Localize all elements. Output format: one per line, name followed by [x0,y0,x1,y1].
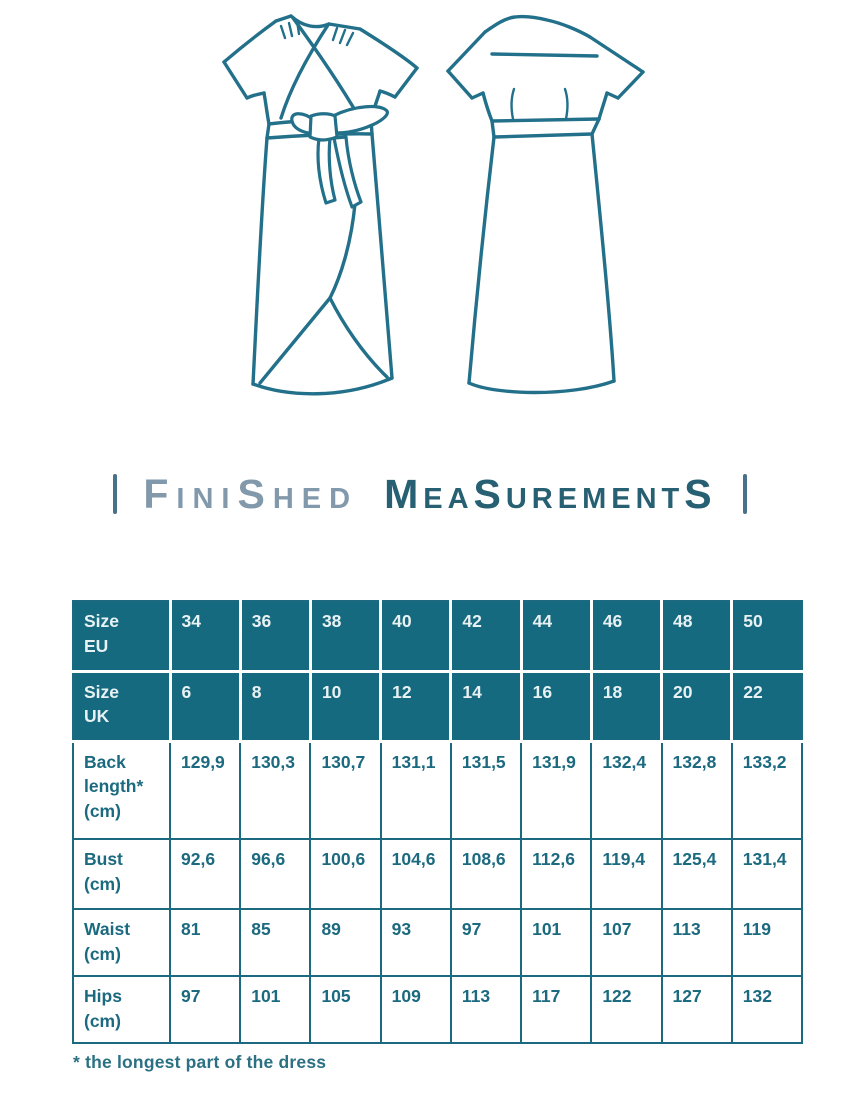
value-cell: 22 [731,671,802,743]
row-label: Size UK [73,671,172,743]
value-cell: 20 [661,671,734,743]
value-cell: 97 [449,908,523,977]
row-label: Waist (cm) [72,908,171,977]
value-cell: 119 [730,908,804,977]
value-cell: 100,6 [309,838,382,910]
table-row: Size UK 6 8 10 12 14 16 18 20 22 [73,671,802,743]
heading-bar-left [113,474,118,514]
row-label: Size EU [73,601,172,673]
value-cell: 132,8 [660,740,733,840]
value-cell: 48 [661,601,734,673]
value-cell: 36 [240,601,312,673]
value-cell: 46 [591,601,664,673]
value-cell: 132 [730,975,804,1044]
value-cell: 10 [310,671,383,743]
value-cell: 12 [380,671,453,743]
value-cell: 131,1 [379,740,452,840]
table-row: Waist (cm) 81 85 89 93 97 101 107 113 119 [72,908,804,977]
value-cell: 113 [449,975,523,1044]
value-cell: 42 [450,601,523,673]
value-cell: 18 [591,671,664,743]
table-row: Size EU 34 36 38 40 42 44 46 48 50 [73,601,802,673]
value-cell: 105 [309,975,382,1044]
row-label: Back length* (cm) [72,740,171,840]
value-cell: 96,6 [239,838,312,910]
value-cell: 130,7 [309,740,382,840]
footnote: * the longest part of the dress [73,1052,327,1072]
value-cell: 127 [660,975,733,1044]
back-dress-illustration [446,14,645,395]
value-cell: 131,5 [449,740,523,840]
table-row: Bust (cm) 92,6 96,6 100,6 104,6 108,6 112,6 119… [72,838,804,910]
value-cell: 6 [170,671,242,743]
row-label: Bust (cm) [72,838,171,910]
value-cell: 122 [590,975,663,1044]
measurements-table-body: Size EU 34 36 38 40 42 44 46 48 50 Size UK 6 8 10 12 14… [72,601,804,1044]
value-cell: 93 [379,908,452,977]
value-cell: 101 [239,975,312,1044]
value-cell: 112,6 [520,838,593,910]
heading-word-measurements: MeaSurementS [384,470,717,517]
value-cell: 101 [520,908,593,977]
table-row: Back length* (cm) 129,9 130,3 130,7 131,1 131… [72,740,804,840]
value-cell: 34 [170,601,242,673]
value-cell: 113 [660,908,733,977]
value-cell: 107 [590,908,663,977]
value-cell: 125,4 [660,838,733,910]
front-dress-illustration [222,14,419,396]
value-cell: 92,6 [168,838,242,910]
value-cell: 104,6 [379,838,452,910]
value-cell: 50 [731,601,802,673]
value-cell: 44 [521,601,593,673]
value-cell: 130,3 [239,740,312,840]
value-cell: 8 [240,671,312,743]
heading-bar-right [742,474,747,514]
value-cell: 132,4 [590,740,663,840]
heading-word-finished: FiniShed [143,470,359,517]
value-cell: 133,2 [730,740,804,840]
value-cell: 14 [450,671,523,743]
value-cell: 131,4 [730,838,804,910]
value-cell: 89 [309,908,382,977]
value-cell: 16 [521,671,593,743]
value-cell: 117 [520,975,593,1044]
value-cell: 108,6 [449,838,523,910]
row-label: Hips (cm) [72,975,171,1044]
value-cell: 131,9 [520,740,593,840]
value-cell: 109 [379,975,452,1044]
value-cell: 40 [380,601,453,673]
value-cell: 85 [239,908,312,977]
value-cell: 97 [168,975,242,1044]
section-heading: FiniShed MeaSurementS [0,462,860,526]
value-cell: 81 [168,908,242,977]
measurements-table: Size EU 34 36 38 40 42 44 46 48 50 Size UK 6 8 10 12 14… [72,600,804,1044]
table-row: Hips (cm) 97 101 105 109 113 117 122 127 132 [72,975,804,1044]
value-cell: 129,9 [168,740,242,840]
value-cell: 38 [310,601,383,673]
value-cell: 119,4 [590,838,663,910]
